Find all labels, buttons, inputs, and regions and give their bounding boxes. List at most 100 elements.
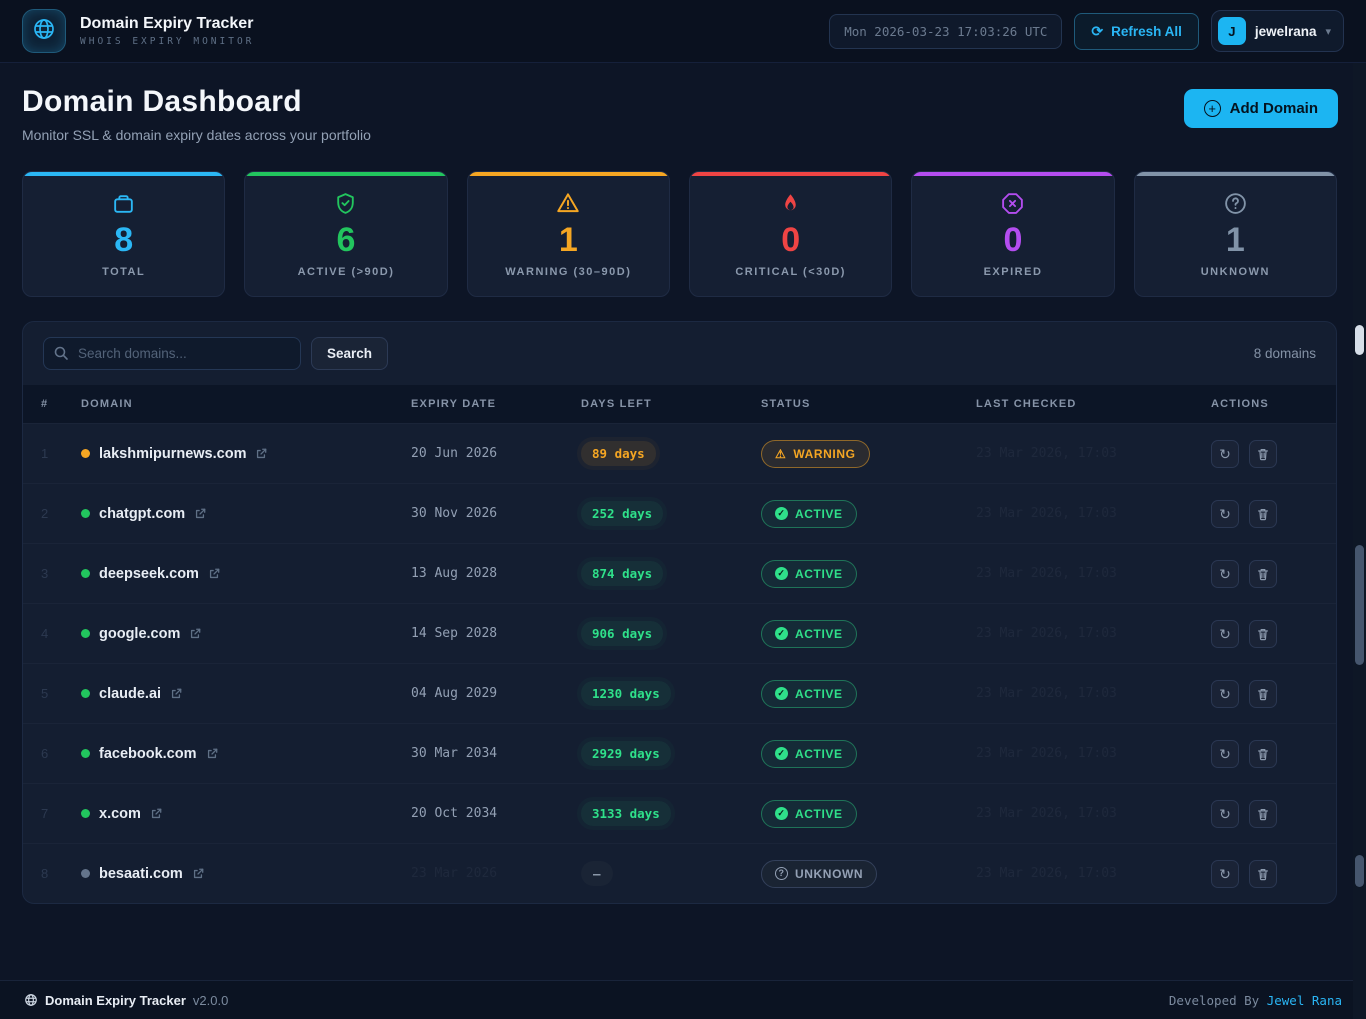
table-row: 4 google.com 14 Sep 2028 906 days ⚠ ✓ ? … <box>23 603 1336 663</box>
refresh-icon: ↻ <box>1219 687 1231 701</box>
octagon-x-icon <box>1000 190 1025 216</box>
status-badge: ⚠ ✓ ? ACTIVE <box>761 500 857 528</box>
developer-link[interactable]: Jewel Rana <box>1267 993 1342 1008</box>
domain-link[interactable]: besaati.com <box>99 866 183 882</box>
external-link-icon[interactable] <box>206 748 218 760</box>
row-delete-button[interactable] <box>1249 620 1277 648</box>
row-refresh-button[interactable]: ↻ <box>1211 860 1239 888</box>
row-number: 1 <box>23 446 63 461</box>
row-refresh-button[interactable]: ↻ <box>1211 800 1239 828</box>
expiry-date: 04 Aug 2029 <box>393 686 563 701</box>
status-label: ACTIVE <box>795 687 843 701</box>
domain-link[interactable]: deepseek.com <box>99 566 199 582</box>
stat-label-critical: CRITICAL (<30D) <box>735 266 846 278</box>
row-refresh-button[interactable]: ↻ <box>1211 500 1239 528</box>
col-header-num: # <box>23 398 63 410</box>
search-icon <box>53 345 69 366</box>
row-refresh-button[interactable]: ↻ <box>1211 440 1239 468</box>
check-circle-icon: ✓ <box>775 567 788 580</box>
warning-triangle-icon <box>555 190 581 216</box>
row-number: 2 <box>23 506 63 521</box>
days-left-badge: 906 days <box>581 621 663 646</box>
row-refresh-button[interactable]: ↻ <box>1211 620 1239 648</box>
status-dot <box>81 449 90 458</box>
status-label: UNKNOWN <box>795 867 863 881</box>
last-checked: 23 Mar 2026, 17:03 <box>958 446 1193 461</box>
stat-label-expired: EXPIRED <box>984 266 1043 278</box>
col-header-actions: ACTIONS <box>1193 398 1336 410</box>
search-input[interactable] <box>43 337 301 370</box>
external-link-icon[interactable] <box>192 868 204 880</box>
stat-value-active: 6 <box>337 222 356 259</box>
row-delete-button[interactable] <box>1249 680 1277 708</box>
row-refresh-button[interactable]: ↻ <box>1211 680 1239 708</box>
footer-version: v2.0.0 <box>193 993 228 1008</box>
domain-link[interactable]: chatgpt.com <box>99 506 185 522</box>
row-delete-button[interactable] <box>1249 800 1277 828</box>
last-checked: 23 Mar 2026, 17:03 <box>958 506 1193 521</box>
external-link-icon[interactable] <box>255 448 267 460</box>
domain-link[interactable]: lakshmipurnews.com <box>99 446 246 462</box>
domain-link[interactable]: x.com <box>99 806 141 822</box>
stat-card-unknown: 1 UNKNOWN <box>1134 171 1337 297</box>
table-body: 1 lakshmipurnews.com 20 Jun 2026 89 days… <box>23 423 1336 903</box>
days-left-badge: 874 days <box>581 561 663 586</box>
row-delete-button[interactable] <box>1249 500 1277 528</box>
row-delete-button[interactable] <box>1249 440 1277 468</box>
expiry-date: 30 Mar 2034 <box>393 746 563 761</box>
domain-link[interactable]: claude.ai <box>99 686 161 702</box>
external-link-icon[interactable] <box>150 808 162 820</box>
external-link-icon[interactable] <box>208 568 220 580</box>
scrollbar-thumb[interactable] <box>1355 325 1364 355</box>
stat-value-critical: 0 <box>781 222 800 259</box>
status-badge: ⚠ ✓ ? ACTIVE <box>761 560 857 588</box>
last-checked: 23 Mar 2026, 17:03 <box>958 686 1193 701</box>
stat-label-warning: WARNING (30–90D) <box>505 266 631 278</box>
trash-icon <box>1256 687 1270 701</box>
external-link-icon[interactable] <box>170 688 182 700</box>
external-link-icon[interactable] <box>194 508 206 520</box>
stat-card-active: 6 ACTIVE (>90D) <box>244 171 447 297</box>
table-row: 2 chatgpt.com 30 Nov 2026 252 days ⚠ ✓ ?… <box>23 483 1336 543</box>
status-label: ACTIVE <box>795 807 843 821</box>
row-delete-button[interactable] <box>1249 860 1277 888</box>
status-dot <box>81 809 90 818</box>
stat-card-expired: 0 EXPIRED <box>911 171 1114 297</box>
question-icon: ? <box>775 867 788 880</box>
status-badge: ⚠ ✓ ? ACTIVE <box>761 800 857 828</box>
days-left-badge: 252 days <box>581 501 663 526</box>
days-left-badge: 1230 days <box>581 681 671 706</box>
user-menu[interactable]: J jewelrana ▾ <box>1211 10 1344 52</box>
scrollbar-mark <box>1355 545 1364 665</box>
footer-credit: Developed By <box>1169 993 1267 1008</box>
search-button[interactable]: Search <box>311 337 388 370</box>
row-number: 5 <box>23 686 63 701</box>
refresh-icon: ↻ <box>1219 867 1231 881</box>
stat-card-total: 8 TOTAL <box>22 171 225 297</box>
stat-card-critical: 0 CRITICAL (<30D) <box>689 171 892 297</box>
refresh-icon: ↻ <box>1219 807 1231 821</box>
col-header-days: DAYS LEFT <box>563 398 743 410</box>
row-refresh-button[interactable]: ↻ <box>1211 560 1239 588</box>
status-dot <box>81 569 90 578</box>
table-row: 7 x.com 20 Oct 2034 3133 days ⚠ ✓ ? ACTI… <box>23 783 1336 843</box>
domains-panel: Search 8 domains # DOMAIN EXPIRY DATE DA… <box>22 321 1337 904</box>
scrollbar-track[interactable] <box>1353 63 1366 1019</box>
refresh-all-button[interactable]: ⟳ Refresh All <box>1074 13 1199 50</box>
row-refresh-button[interactable]: ↻ <box>1211 740 1239 768</box>
row-delete-button[interactable] <box>1249 560 1277 588</box>
domain-link[interactable]: facebook.com <box>99 746 197 762</box>
last-checked: 23 Mar 2026, 17:03 <box>958 626 1193 641</box>
footer-app-name: Domain Expiry Tracker <box>45 993 186 1008</box>
refresh-icon: ⟳ <box>1091 23 1103 40</box>
app-logo <box>22 9 66 53</box>
status-badge: ⚠ ✓ ? ACTIVE <box>761 620 857 648</box>
row-delete-button[interactable] <box>1249 740 1277 768</box>
external-link-icon[interactable] <box>189 628 201 640</box>
utc-timestamp: Mon 2026-03-23 17:03:26 UTC <box>829 14 1062 49</box>
add-domain-button[interactable]: + Add Domain <box>1184 89 1338 128</box>
stat-label-total: TOTAL <box>102 266 145 278</box>
trash-icon <box>1256 507 1270 521</box>
check-circle-icon: ✓ <box>775 747 788 760</box>
domain-link[interactable]: google.com <box>99 626 180 642</box>
